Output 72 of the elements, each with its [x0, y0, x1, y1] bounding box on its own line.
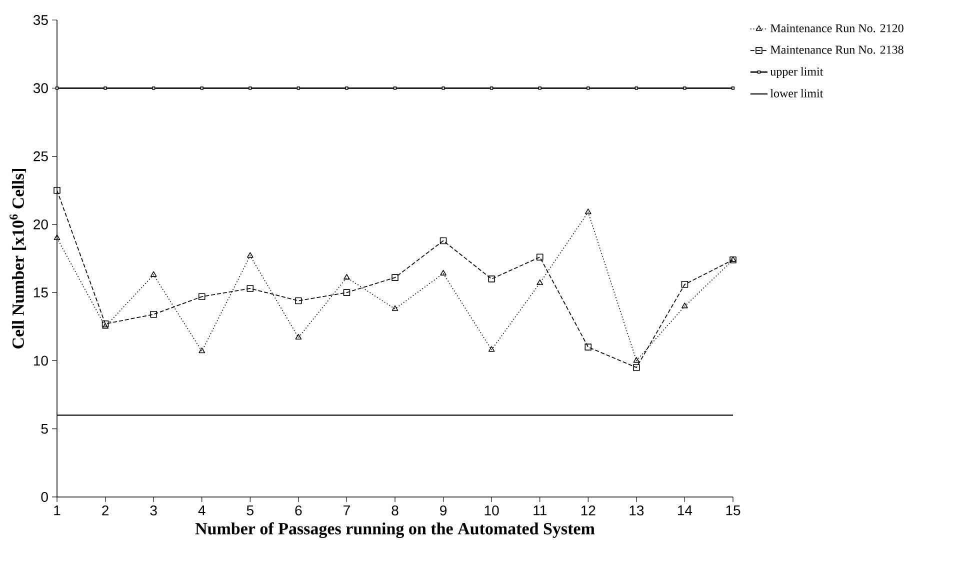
point — [392, 305, 398, 311]
point — [102, 323, 108, 329]
point — [55, 86, 59, 90]
point — [150, 310, 157, 318]
x-tick-label: 3 — [150, 506, 157, 516]
x-tick-label: 1 — [54, 506, 60, 516]
point — [343, 289, 350, 296]
y-tick-label: 25 — [34, 151, 48, 162]
y-tick-label: 0 — [41, 492, 48, 502]
x-tick-label: 4 — [198, 506, 206, 516]
point — [54, 234, 60, 240]
point — [682, 302, 688, 308]
point — [198, 348, 206, 354]
point — [536, 254, 544, 261]
point — [345, 86, 348, 90]
point — [393, 86, 397, 90]
y-axis-title: Cell Number [x10$^{6}$ Cells] — [10, 168, 26, 348]
y-tick-label: 20 — [34, 219, 48, 230]
x-tick-label: 7 — [344, 506, 350, 516]
point — [344, 274, 350, 280]
x-tick-label: 2 — [102, 506, 108, 516]
point — [246, 252, 254, 258]
x-tick-label: 14 — [678, 506, 692, 516]
point — [490, 86, 494, 90]
legend-label: Maintenance Run No. 2138 — [770, 46, 904, 54]
point — [442, 86, 445, 90]
x-tick-label: 12 — [581, 506, 596, 516]
x-tick-label: 9 — [440, 506, 447, 516]
point — [102, 320, 109, 328]
x-axis-title: Number of Passages running on the Automated System — [195, 522, 595, 538]
point — [246, 285, 254, 292]
point — [488, 346, 495, 352]
point — [633, 364, 640, 371]
point — [295, 334, 302, 340]
y-tick-label: 5 — [41, 424, 48, 434]
legend-label: lower limit — [770, 88, 824, 98]
point — [200, 86, 204, 90]
point — [586, 86, 590, 90]
legend-label: Maintenance Run No. 2120 — [770, 24, 904, 32]
point — [440, 237, 447, 244]
point — [634, 86, 638, 90]
point — [248, 86, 252, 90]
point — [295, 297, 302, 304]
point — [538, 86, 542, 90]
y-tick-label: 35 — [33, 15, 48, 25]
point — [584, 208, 592, 214]
point — [54, 186, 60, 194]
point — [683, 86, 686, 90]
point — [104, 86, 107, 90]
point — [198, 293, 206, 300]
x-tick-label: 10 — [484, 506, 499, 516]
point — [584, 344, 592, 350]
x-tick-label: 5 — [246, 506, 254, 516]
y-tick-label: 10 — [34, 356, 48, 366]
x-tick-label: 6 — [295, 506, 302, 516]
x-tick-label: 15 — [726, 506, 740, 516]
point — [150, 271, 157, 277]
x-tick-label: 8 — [392, 506, 398, 516]
x-tick-label: 11 — [534, 506, 546, 516]
point — [392, 274, 398, 281]
point — [296, 86, 300, 90]
point — [152, 86, 156, 90]
point — [536, 279, 544, 286]
x-tick-label: 13 — [630, 506, 644, 516]
point — [731, 86, 735, 90]
y-tick-label: 30 — [33, 83, 48, 94]
point — [488, 276, 495, 282]
point — [633, 357, 640, 363]
point — [681, 280, 688, 288]
legend-label: upper limit — [770, 67, 824, 78]
point — [440, 270, 446, 276]
y-tick-label: 15 — [34, 288, 48, 298]
